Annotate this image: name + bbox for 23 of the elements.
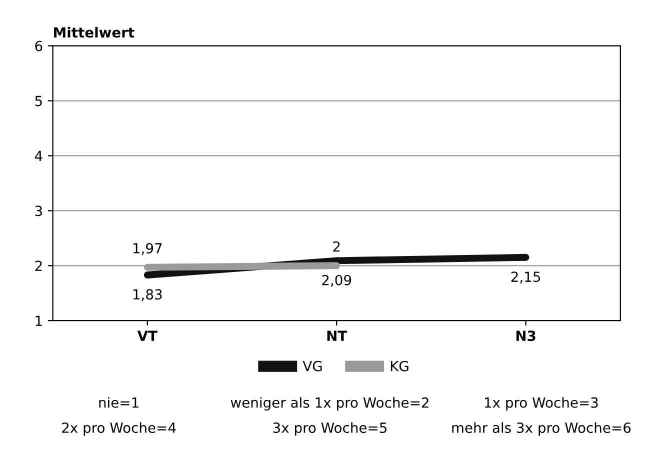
- legend-label: VG: [302, 360, 322, 372]
- x-tick-label: NT: [327, 330, 348, 341]
- text: nie=1: [99, 397, 138, 408]
- text: weniger als 1x pro Woche=2: [230, 397, 428, 411]
- data-label: 2: [333, 241, 340, 252]
- text: mehr als 3x pro Woche=6: [452, 422, 631, 436]
- data-label: 1,97: [133, 242, 162, 255]
- y-tick-label: 2: [35, 260, 42, 271]
- x-tick-label: VT: [137, 330, 158, 341]
- text: 1x pro Woche=3: [484, 397, 598, 411]
- data-label: 1,83: [133, 289, 162, 302]
- y-tick-label: 3: [35, 206, 42, 216]
- y-tick-label: 5: [35, 96, 42, 106]
- y-tick-label: 6: [35, 40, 42, 52]
- y-tick-label: 4: [34, 150, 42, 161]
- data-label: 2,09: [322, 274, 352, 287]
- x-tick-label: N3: [516, 330, 536, 342]
- y-axis-title: Mittelwert: [54, 26, 134, 38]
- legend-label: KG: [390, 360, 408, 372]
- text: 2x pro Woche=4: [62, 422, 176, 436]
- data-label: 2,15: [511, 272, 540, 284]
- y-tick-label: 1: [36, 316, 42, 326]
- text: 3x pro Woche=5: [273, 422, 387, 436]
